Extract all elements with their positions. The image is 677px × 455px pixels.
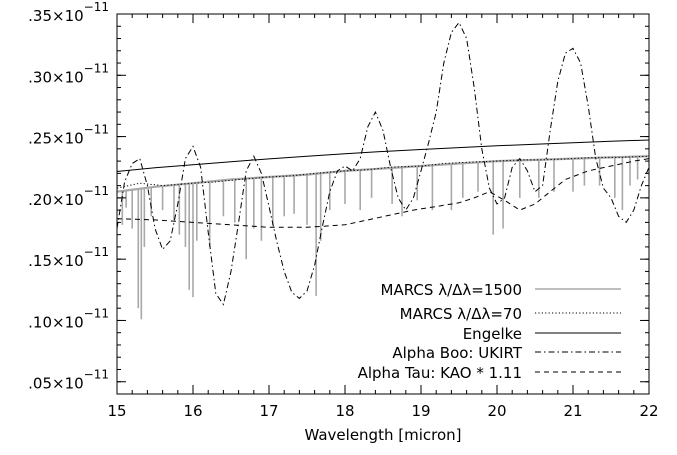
- series-line: [116, 158, 650, 228]
- legend-label: MARCS λ/Δλ=70: [400, 305, 522, 323]
- x-tick-label: 15: [107, 402, 126, 420]
- x-tick-label: 21: [563, 402, 582, 420]
- series-marcs-70: [116, 155, 650, 189]
- plot-frame: [116, 13, 650, 395]
- series-line: [116, 139, 650, 172]
- legend-label: Alpha Boo: UKIRT: [392, 344, 522, 362]
- series-alpha-tau-kao: [116, 158, 650, 228]
- x-axis-label: Wavelength [micron]: [304, 426, 461, 444]
- series-line: [116, 155, 650, 193]
- x-axis: 15 16 17 18 19 20 21 22: [107, 14, 659, 420]
- x-tick-label: 22: [639, 402, 658, 420]
- series-line: [116, 155, 650, 189]
- series-line: [116, 21, 650, 306]
- y-tick-label: .35×10−11: [28, 0, 109, 25]
- x-tick-label: 16: [183, 402, 202, 420]
- x-tick-label: 18: [335, 402, 354, 420]
- legend-label: Alpha Tau: KAO * 1.11: [358, 364, 522, 382]
- y-axis: .05×10−11 .10×10−11 .15×10−11 .20×10−11 .25×…: [28, 0, 649, 393]
- x-tick-label: 17: [259, 402, 278, 420]
- y-tick-label: .05×10−11: [28, 368, 109, 393]
- series-marcs-1500: [116, 155, 650, 320]
- legend-label: Engelke: [463, 325, 522, 343]
- series-alpha-boo-ukirt: [116, 21, 650, 306]
- y-tick-label: .25×10−11: [28, 123, 109, 148]
- legend-label: MARCS λ/Δλ=1500: [381, 281, 522, 299]
- y-tick-label: .20×10−11: [28, 184, 109, 209]
- series-engelke: [116, 139, 650, 172]
- x-tick-label: 19: [411, 402, 430, 420]
- y-tick-label: .15×10−11: [28, 245, 109, 270]
- y-tick-label: .30×10−11: [28, 61, 109, 86]
- y-tick-label: .10×10−11: [28, 306, 109, 331]
- x-tick-label: 20: [487, 402, 506, 420]
